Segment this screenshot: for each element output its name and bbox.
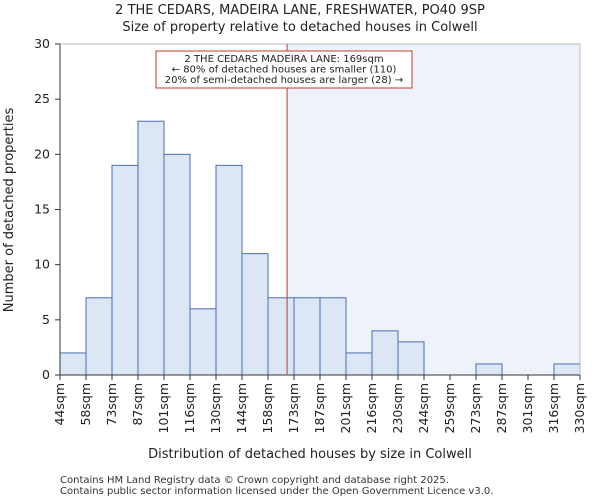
footer-line-1: Contains HM Land Registry data © Crown c…: [60, 475, 449, 486]
x-tick-label-301sqm: 301sqm: [520, 383, 535, 433]
x-tick-label-244sqm: 244sqm: [416, 383, 431, 433]
bar-101sqm: [163, 153, 191, 376]
y-tick-label-5: 5: [42, 312, 50, 327]
bar-87sqm: [137, 120, 165, 376]
y-tick-label-30: 30: [34, 36, 50, 51]
bar-201sqm: [345, 352, 373, 376]
x-tick-label-287sqm: 287sqm: [494, 383, 509, 433]
bar-230sqm: [397, 341, 425, 376]
y-tick-label-15: 15: [34, 202, 50, 217]
bar-58sqm: [85, 297, 113, 376]
y-tick-label-20: 20: [34, 146, 50, 161]
annotation-line-2: ← 80% of detached houses are smaller (11…: [172, 65, 397, 76]
bar-316sqm: [553, 363, 581, 376]
bar-73sqm: [111, 164, 139, 376]
bar-116sqm: [189, 308, 217, 376]
chart-subtitle: Size of property relative to detached ho…: [122, 20, 477, 35]
y-tick-label-10: 10: [34, 257, 50, 272]
annotation-line-3: 20% of semi-detached houses are larger (…: [165, 75, 403, 86]
x-tick-label-144sqm: 144sqm: [234, 383, 249, 433]
x-tick-label-44sqm: 44sqm: [52, 383, 67, 426]
footer-line-2: Contains public sector information licen…: [60, 486, 493, 497]
bar-173sqm: [293, 297, 321, 376]
annotation-line-1: 2 THE CEDARS MADEIRA LANE: 169sqm: [184, 54, 383, 65]
annotation-box: [155, 50, 413, 89]
x-tick-label-58sqm: 58sqm: [78, 383, 93, 426]
bar-130sqm: [215, 164, 243, 376]
y-tick-label-25: 25: [34, 91, 50, 106]
x-tick-label-73sqm: 73sqm: [104, 383, 119, 426]
bar-44sqm: [59, 352, 87, 376]
x-tick-label-259sqm: 259sqm: [442, 383, 457, 433]
x-tick-label-230sqm: 230sqm: [390, 383, 405, 433]
x-tick-label-158sqm: 158sqm: [260, 383, 275, 433]
x-tick-label-201sqm: 201sqm: [338, 383, 353, 433]
x-tick-label-173sqm: 173sqm: [286, 383, 301, 433]
bar-187sqm: [319, 297, 347, 376]
x-tick-label-316sqm: 316sqm: [546, 383, 561, 433]
x-tick-label-101sqm: 101sqm: [156, 383, 171, 433]
plot-area: 0 5 10 15 20 25 30 44sqm 58sqm 73sqm 87sqm 101sqm 11…: [34, 36, 587, 433]
x-tick-label-187sqm: 187sqm: [312, 383, 327, 433]
x-axis-label: Distribution of detached houses by size …: [148, 447, 472, 462]
bar-144sqm: [241, 253, 269, 376]
x-tick-label-130sqm: 130sqm: [208, 383, 223, 433]
chart-title: 2 THE CEDARS, MADEIRA LANE, FRESHWATER, …: [115, 3, 485, 18]
bar-216sqm: [371, 330, 399, 376]
bar-273sqm: [475, 363, 503, 376]
x-tick-label-273sqm: 273sqm: [468, 383, 483, 433]
bar-158sqm: [267, 297, 295, 376]
x-tick-label-116sqm: 116sqm: [182, 383, 197, 433]
x-tick-label-330sqm: 330sqm: [572, 383, 587, 433]
y-axis-label: Number of detached properties: [2, 108, 17, 313]
x-tick-label-216sqm: 216sqm: [364, 383, 379, 433]
x-tick-label-87sqm: 87sqm: [130, 383, 145, 426]
y-tick-label-0: 0: [42, 367, 50, 382]
